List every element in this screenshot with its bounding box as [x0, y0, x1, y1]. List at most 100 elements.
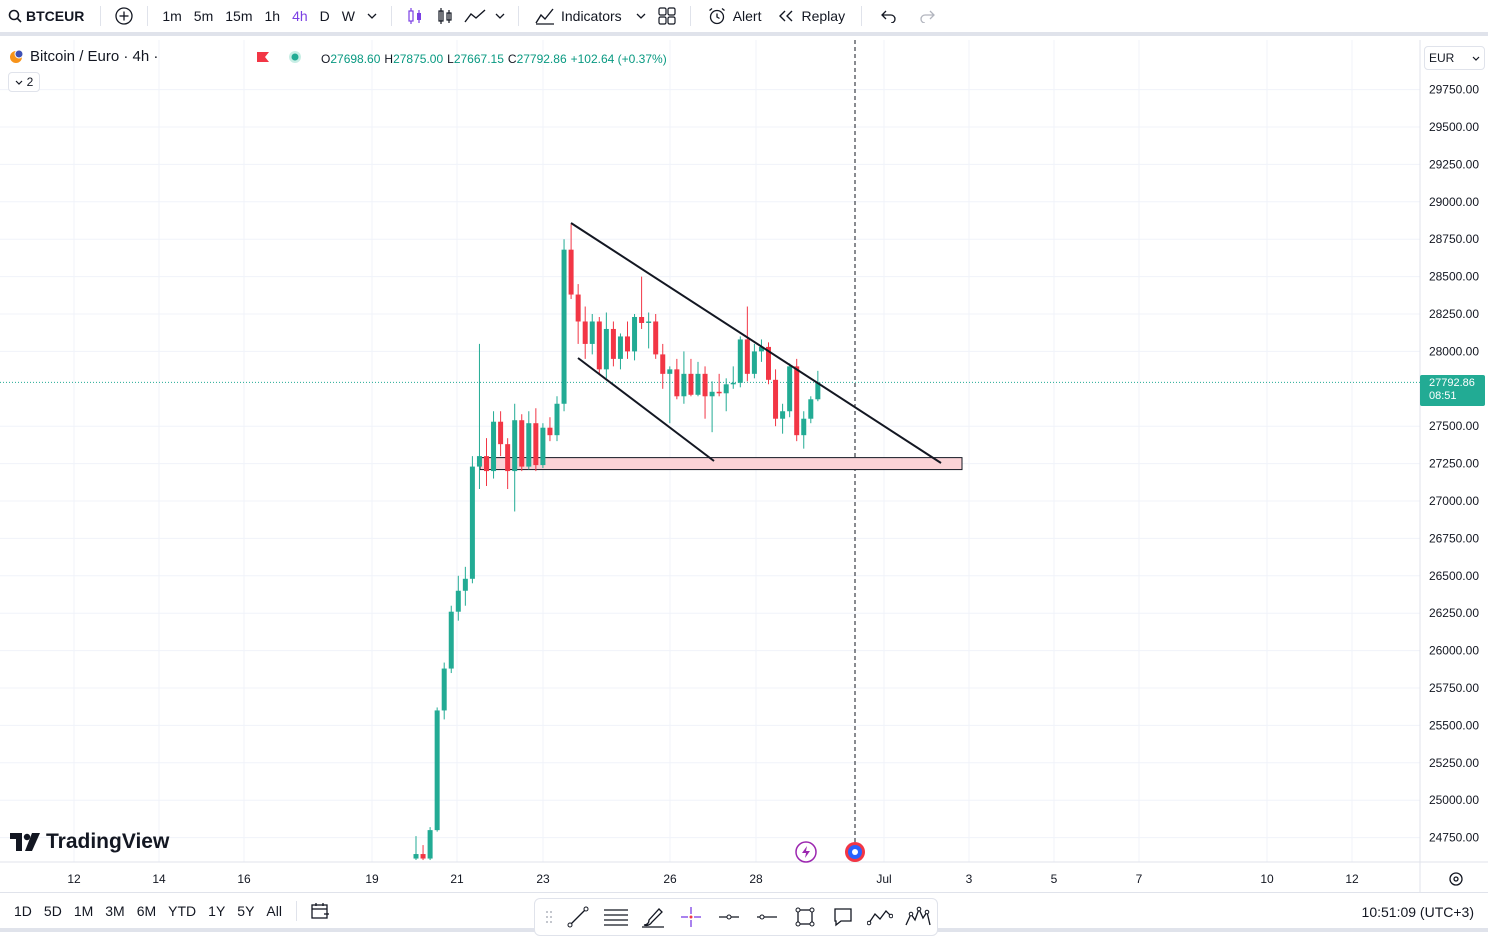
interval-1m[interactable]: 1m	[162, 8, 182, 24]
candles-type-button[interactable]	[400, 0, 430, 34]
indicators-collapse-button[interactable]: 2	[8, 72, 40, 92]
horizontal-line-tool-icon[interactable]	[748, 899, 786, 935]
interval-w[interactable]: W	[341, 8, 355, 24]
time-tick-label: 12	[1345, 872, 1359, 886]
candle-body	[766, 346, 771, 380]
price-tick-label: 29500.00	[1429, 120, 1479, 134]
trendline-upper[interactable]	[570, 222, 942, 464]
candle-body	[737, 339, 743, 383]
range-all[interactable]: All	[266, 902, 282, 919]
trendline-lower[interactable]	[577, 357, 715, 462]
line-type-button[interactable]	[460, 0, 490, 34]
hollow-candle-icon	[438, 8, 452, 24]
search-icon	[8, 9, 22, 23]
time-tick-label: 16	[237, 872, 251, 886]
rectangle-tool-icon[interactable]	[786, 899, 824, 935]
market-closed-flag-icon[interactable]	[256, 51, 270, 63]
layout-button[interactable]	[652, 0, 682, 34]
range-3m[interactable]: 3M	[105, 902, 125, 919]
candle-body	[632, 316, 638, 352]
crosshair-tool-icon[interactable]	[672, 899, 710, 935]
interval-d[interactable]: D	[319, 8, 330, 24]
candle-body	[815, 382, 821, 400]
interval-dropdown[interactable]	[361, 0, 383, 34]
low-value: 27667.15	[453, 52, 504, 66]
range-6m[interactable]: 6M	[136, 902, 157, 919]
chevron-down-icon	[15, 80, 23, 85]
time-tick-label: 10	[1260, 872, 1274, 886]
indicators-button[interactable]: Indicators	[527, 0, 630, 34]
drag-handle-icon[interactable]	[539, 899, 559, 935]
candle-body	[589, 321, 595, 344]
price-tick-label: 29000.00	[1429, 195, 1479, 209]
time-tick-label: 19	[365, 872, 379, 886]
indicators-dropdown[interactable]	[630, 0, 652, 34]
rewind-icon	[779, 10, 793, 22]
separator	[100, 6, 102, 26]
range-5d[interactable]: 5D	[43, 902, 62, 919]
undo-button[interactable]	[870, 0, 908, 34]
brush-tool-icon[interactable]	[635, 899, 673, 935]
alert-button[interactable]: Alert	[699, 0, 770, 34]
bitcoin-logo-icon	[10, 49, 24, 63]
time-tick-label: 7	[1136, 872, 1143, 886]
range-ytd[interactable]: YTD	[168, 902, 197, 919]
callout-tool-icon[interactable]	[824, 899, 862, 935]
time-tick-label: 28	[749, 872, 763, 886]
redo-button[interactable]	[908, 0, 946, 34]
price-axis[interactable]: 29750.00 29500.00 29250.00 29000.00 28750.00…	[1419, 40, 1479, 892]
replay-button[interactable]: Replay	[769, 0, 853, 34]
interval-15m[interactable]: 15m	[225, 8, 253, 24]
goto-date-button[interactable]	[305, 896, 335, 926]
candle-body	[751, 351, 757, 374]
candle-body	[709, 391, 715, 397]
time-tick-label: Jul	[876, 872, 891, 886]
symbol-search[interactable]: BTCEUR	[0, 0, 92, 34]
currency-select[interactable]: EUR	[1424, 46, 1485, 70]
clock-timezone[interactable]: 10:51:09 (UTC+3)	[1361, 904, 1474, 920]
support-zone-rectangle[interactable]	[479, 457, 963, 471]
range-1y[interactable]: 1Y	[208, 902, 226, 919]
calendar-icon	[311, 902, 329, 919]
candle-body	[462, 578, 468, 591]
interval-4h[interactable]: 4h	[292, 8, 308, 24]
horizontal-ray-tool-icon[interactable]	[710, 899, 748, 935]
flag-event-icon[interactable]	[845, 842, 865, 862]
price-tick-label: 25000.00	[1429, 793, 1479, 807]
time-tick-label: 12	[67, 872, 81, 886]
interval-5m[interactable]: 5m	[193, 8, 214, 24]
range-5y[interactable]: 5Y	[237, 902, 255, 919]
collapsed-count: 2	[26, 75, 34, 89]
price-tick-label: 27250.00	[1429, 457, 1479, 471]
indicators-icon	[535, 8, 554, 25]
price-tick-label: 27500.00	[1429, 419, 1479, 433]
tradingview-logo[interactable]: TradingView	[10, 830, 169, 854]
fib-retracement-tool-icon[interactable]	[597, 899, 635, 935]
time-tick-label: 14	[152, 872, 166, 886]
lightning-event-icon[interactable]	[795, 841, 817, 863]
candle-body	[716, 391, 722, 394]
price-tick-label: 26750.00	[1429, 531, 1479, 545]
trendline-tool-icon[interactable]	[559, 899, 597, 935]
alert-label: Alert	[732, 8, 762, 24]
range-1m[interactable]: 1M	[73, 902, 94, 919]
interval-1h[interactable]: 1h	[264, 8, 281, 24]
chart-type-dropdown[interactable]	[490, 0, 510, 34]
elliott-wave-tool-icon[interactable]	[899, 899, 937, 935]
chart-canvas[interactable]: 29750.00 29500.00 29250.00 29000.00 28750.00…	[0, 40, 1488, 892]
price-tick-label: 26250.00	[1429, 606, 1479, 620]
indicators-label: Indicators	[560, 8, 622, 24]
pattern-tool-icon[interactable]	[861, 899, 899, 935]
bars-type-button[interactable]	[430, 0, 460, 34]
candle-body	[625, 336, 630, 352]
compare-button[interactable]	[109, 0, 139, 34]
candle-body	[596, 321, 602, 370]
drawing-toolbar	[534, 898, 938, 936]
candle-body	[639, 316, 645, 323]
data-status-icon[interactable]	[288, 50, 302, 64]
chart-area[interactable]: 29750.00 29500.00 29250.00 29000.00 28750.00…	[0, 40, 1488, 892]
settings-gear-icon[interactable]	[1449, 872, 1463, 886]
candle-body	[540, 427, 546, 466]
range-1d[interactable]: 1D	[14, 902, 32, 919]
time-axis[interactable]: 12 14 16 19 21 23 26 28 Jul 3 5 7 10 12	[0, 861, 1488, 886]
